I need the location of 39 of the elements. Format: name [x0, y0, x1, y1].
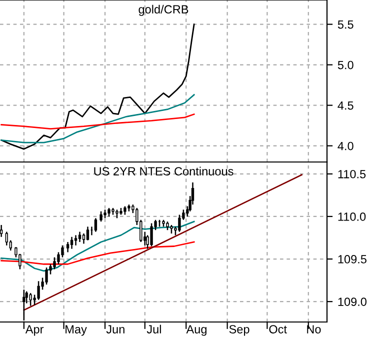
candlestick [5, 231, 8, 246]
x-tick-label: No [307, 325, 321, 334]
line-series [0, 114, 195, 130]
y-tick-label: 4.5 [338, 101, 354, 110]
y-tick-label: 109.0 [338, 298, 366, 306]
candlestick [78, 231, 82, 243]
x-tick-label: Sep [229, 325, 250, 336]
line-series [0, 24, 195, 150]
x-tick-label: Oct [269, 325, 287, 334]
candlestick [29, 292, 32, 306]
chart-title: US 2YR NTES Continuous [94, 166, 234, 176]
y-tick-label: 110.0 [338, 212, 366, 221]
candlestick [150, 222, 153, 247]
candlestick [70, 236, 74, 250]
candlestick [94, 218, 98, 232]
y-tick-label: 5.5 [338, 20, 354, 29]
candlestick [61, 244, 64, 258]
candlestick [74, 234, 78, 246]
candlestick [66, 241, 70, 253]
candlestick [100, 210, 102, 222]
candlestick [86, 226, 90, 241]
x-tick-label: Jun [106, 325, 124, 334]
y-tick-label: 5.0 [338, 60, 354, 70]
candlestick [82, 232, 86, 244]
x-tick-label: Aug [186, 325, 206, 336]
x-tick-label: Apr [25, 325, 44, 336]
y-tick-label: 4.0 [338, 142, 354, 150]
y-tick-label: 110.5 [338, 170, 366, 178]
line-series [0, 94, 195, 144]
candlestick [45, 266, 48, 286]
candlestick [53, 256, 56, 270]
candlestick [37, 280, 40, 300]
candlestick [57, 252, 60, 265]
x-tick-label: May [66, 325, 87, 336]
y-tick-label: 109.5 [338, 255, 366, 264]
chart-title: gold/CRB [138, 4, 188, 16]
candlestick [178, 214, 181, 232]
x-tick-label: Jul [146, 324, 161, 334]
line-series [0, 241, 195, 265]
